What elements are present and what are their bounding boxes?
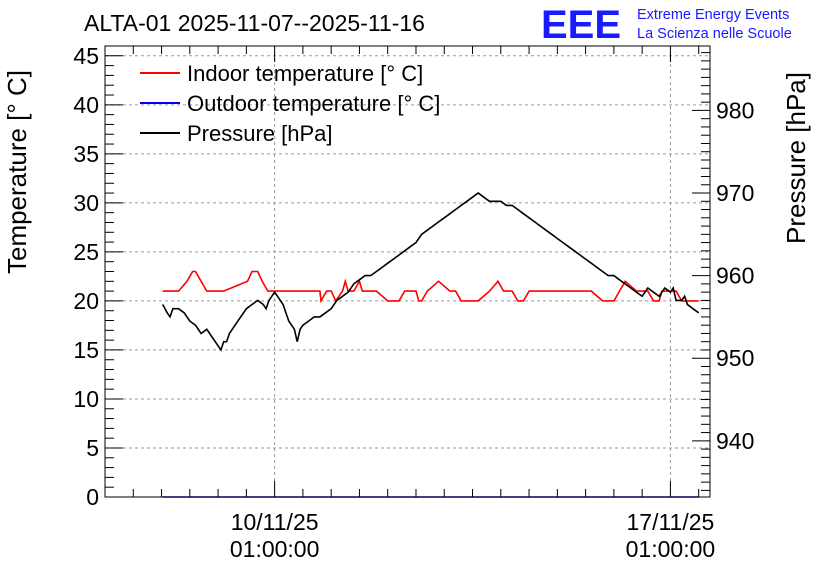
eee-logo-line2: La Scienza nelle Scuole <box>637 26 792 42</box>
legend-outdoor-label: Outdoor temperature [° C] <box>187 91 440 116</box>
eee-logo-letters: EEE <box>541 3 621 47</box>
y-left-tick-label: 5 <box>86 435 99 461</box>
x-tick-label-date: 17/11/25 <box>627 509 715 535</box>
eee-logo: EEE Extreme Energy Events La Scienza nel… <box>541 3 792 47</box>
grid <box>105 46 710 497</box>
y-left-tick-label: 10 <box>73 386 99 412</box>
x-tick-label-time: 01:00:00 <box>230 536 320 562</box>
y-axis-right-label: Pressure [hPa] <box>781 72 811 244</box>
x-tick-label-time: 01:00:00 <box>626 536 716 562</box>
y-left-tick-label: 45 <box>73 43 99 69</box>
y-left-tick-label: 20 <box>73 288 99 314</box>
eee-logo-line1: Extreme Energy Events <box>637 7 789 23</box>
y-left-tick-label: 35 <box>73 141 99 167</box>
series-pressure <box>161 192 700 352</box>
y-right-tick-label: 970 <box>716 180 754 206</box>
chart-title: ALTA-01 2025-11-07--2025-11-16 <box>84 10 425 36</box>
y-right-tick-label: 980 <box>716 97 754 123</box>
legend-pressure-label: Pressure [hPa] <box>187 121 333 146</box>
y-left-tick-label: 0 <box>86 484 99 510</box>
legend: Indoor temperature [° C] Outdoor tempera… <box>140 61 440 146</box>
y-left-tick-label: 30 <box>73 190 99 216</box>
y-axis-left-label: Temperature [° C] <box>2 70 32 274</box>
y-left-tick-label: 15 <box>73 337 99 363</box>
axis-ticks <box>104 45 710 498</box>
axis-tick-labels: 0 5 10 15 20 25 30 35 40 45 940 950 960 970 980 10/11/2… <box>73 43 754 562</box>
y-right-tick-label: 960 <box>716 263 754 289</box>
y-right-tick-label: 940 <box>716 428 754 454</box>
series-indoor-temperature <box>162 270 699 304</box>
y-left-tick-label: 25 <box>73 239 99 265</box>
x-tick-label-date: 10/11/25 <box>231 509 319 535</box>
legend-indoor-label: Indoor temperature [° C] <box>187 61 423 86</box>
y-left-tick-label: 40 <box>73 92 99 118</box>
y-right-tick-label: 950 <box>716 345 754 371</box>
